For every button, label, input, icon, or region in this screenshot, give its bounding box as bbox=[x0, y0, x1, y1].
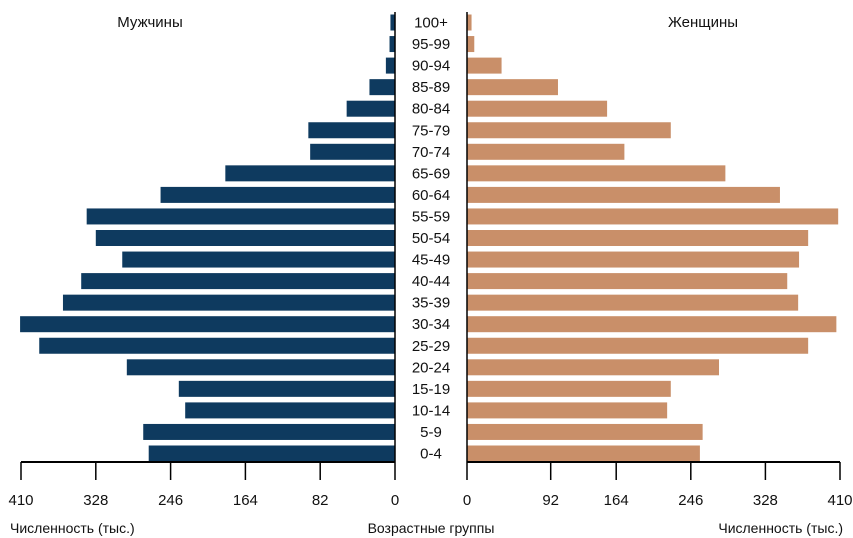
legend-male: Мужчины bbox=[117, 14, 182, 31]
male-bars bbox=[20, 14, 396, 462]
male-bar-40-44 bbox=[81, 273, 395, 290]
left-tick-label: 0 bbox=[391, 492, 399, 509]
age-label-45-49: 45-49 bbox=[412, 252, 450, 269]
age-label-25-29: 25-29 bbox=[412, 338, 450, 355]
male-bar-0-4 bbox=[148, 445, 395, 462]
legend-female: Женщины bbox=[668, 14, 738, 31]
female-bar-65-69 bbox=[467, 165, 726, 182]
male-bar-100+ bbox=[390, 14, 395, 31]
left-tick-label: 246 bbox=[158, 492, 183, 509]
male-bar-70-74 bbox=[310, 143, 395, 160]
male-bar-25-29 bbox=[39, 337, 396, 354]
right-tick-label: 92 bbox=[542, 492, 559, 509]
right-tick-label: 0 bbox=[463, 492, 471, 509]
female-bar-75-79 bbox=[467, 122, 671, 139]
right-axis-ticks: 0 92 164 246 328 410 bbox=[463, 462, 853, 509]
male-bar-20-24 bbox=[126, 359, 395, 376]
female-bar-55-59 bbox=[467, 208, 839, 225]
age-label-35-39: 35-39 bbox=[412, 295, 450, 312]
female-bar-25-29 bbox=[467, 337, 809, 354]
age-label-5-9: 5-9 bbox=[420, 424, 442, 441]
female-bar-100+ bbox=[467, 14, 472, 31]
age-group-labels: 0-4 5-9 10-14 15-19 20-24 25-29 30-34 35-39 40-4… bbox=[412, 15, 450, 463]
age-label-55-59: 55-59 bbox=[412, 208, 450, 225]
left-tick-label: 410 bbox=[8, 492, 33, 509]
female-bar-20-24 bbox=[467, 359, 720, 376]
male-bar-90-94 bbox=[385, 57, 395, 74]
female-bar-35-39 bbox=[467, 294, 799, 311]
female-bar-45-49 bbox=[467, 251, 800, 268]
age-label-40-44: 40-44 bbox=[412, 273, 450, 290]
female-bar-10-14 bbox=[467, 402, 668, 419]
female-bar-40-44 bbox=[467, 273, 788, 290]
female-bar-90-94 bbox=[467, 57, 502, 74]
age-label-65-69: 65-69 bbox=[412, 165, 450, 182]
male-bar-30-34 bbox=[20, 316, 396, 333]
left-axis-ticks: 410 328 246 164 82 0 bbox=[8, 462, 399, 509]
age-label-10-14: 10-14 bbox=[412, 402, 450, 419]
left-tick-label: 328 bbox=[83, 492, 108, 509]
x-axis-label-right: Численность (тыс.) bbox=[718, 520, 843, 536]
female-bar-85-89 bbox=[467, 79, 558, 96]
age-label-15-19: 15-19 bbox=[412, 381, 450, 398]
male-bar-45-49 bbox=[122, 251, 395, 268]
age-label-0-4: 0-4 bbox=[420, 446, 442, 463]
age-label-95-99: 95-99 bbox=[412, 36, 450, 53]
male-bar-85-89 bbox=[369, 79, 395, 96]
male-bar-50-54 bbox=[95, 230, 396, 246]
female-bar-30-34 bbox=[467, 316, 837, 333]
female-bar-0-4 bbox=[467, 445, 700, 462]
age-label-20-24: 20-24 bbox=[412, 359, 450, 376]
male-bar-55-59 bbox=[86, 208, 396, 225]
right-tick-label: 246 bbox=[678, 492, 703, 509]
male-bar-10-14 bbox=[185, 402, 395, 419]
age-label-50-54: 50-54 bbox=[412, 230, 450, 247]
right-tick-label: 164 bbox=[604, 492, 629, 509]
age-label-70-74: 70-74 bbox=[412, 144, 450, 161]
left-tick-label: 164 bbox=[233, 492, 258, 509]
male-bar-95-99 bbox=[389, 36, 395, 53]
age-label-60-64: 60-64 bbox=[412, 187, 450, 204]
left-tick-label: 82 bbox=[312, 492, 329, 509]
male-bar-15-19 bbox=[178, 380, 395, 397]
female-bar-60-64 bbox=[467, 186, 780, 203]
male-bar-75-79 bbox=[308, 122, 395, 139]
female-bar-15-19 bbox=[467, 380, 671, 397]
age-label-30-34: 30-34 bbox=[412, 316, 450, 333]
male-bar-60-64 bbox=[160, 186, 395, 203]
male-bar-65-69 bbox=[225, 165, 395, 182]
female-bar-50-54 bbox=[467, 230, 809, 246]
female-bar-80-84 bbox=[467, 100, 608, 117]
male-bar-80-84 bbox=[346, 100, 395, 117]
female-bar-5-9 bbox=[467, 423, 703, 440]
female-bars bbox=[467, 14, 839, 462]
male-bar-35-39 bbox=[62, 294, 396, 311]
female-bar-95-99 bbox=[467, 36, 475, 53]
right-tick-label: 410 bbox=[827, 492, 852, 509]
age-label-80-84: 80-84 bbox=[412, 101, 450, 118]
age-label-90-94: 90-94 bbox=[412, 58, 450, 75]
age-label-75-79: 75-79 bbox=[412, 122, 450, 139]
x-axis-label-left: Численность (тыс.) bbox=[10, 520, 135, 536]
age-label-85-89: 85-89 bbox=[412, 79, 450, 96]
male-bar-5-9 bbox=[143, 423, 395, 440]
age-label-100+: 100+ bbox=[414, 15, 448, 32]
female-bar-70-74 bbox=[467, 143, 625, 160]
right-tick-label: 328 bbox=[753, 492, 778, 509]
x-axis-label-center: Возрастные группы bbox=[368, 520, 495, 536]
